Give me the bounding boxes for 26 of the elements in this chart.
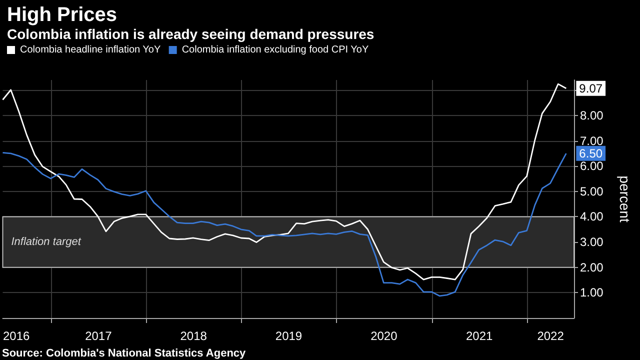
x-tick-label: 2016 <box>2 329 30 343</box>
line-series <box>2 152 567 297</box>
source-note: Source: Colombia's National Statistics Agency <box>2 348 247 360</box>
y-tick-label: 3.00 <box>580 235 604 250</box>
x-tick-label: 2018 <box>180 329 208 343</box>
y-tick-label: 8.00 <box>580 108 604 122</box>
y-tick-label: 4.00 <box>580 210 604 224</box>
legend-label: Colombia inflation excluding food CPI YoY <box>182 44 369 56</box>
y-tick-label: 1.00 <box>580 286 604 300</box>
y-axis-title: percent <box>617 176 633 222</box>
x-tick-label: 2020 <box>370 329 398 343</box>
band-label: Inflation target <box>11 236 82 248</box>
chart-subtitle: Colombia inflation is already seeing demand pressures <box>7 26 374 42</box>
chart-title: High Prices <box>7 4 118 26</box>
x-tick-label: 2022 <box>537 329 564 343</box>
data-label: 6.50 <box>579 146 603 160</box>
y-tick-label: 5.00 <box>580 184 604 198</box>
x-tick-label: 2017 <box>85 329 112 343</box>
y-tick-label: 2.00 <box>580 260 604 274</box>
y-tick-label: 6.00 <box>580 159 604 174</box>
data-label: 9.07 <box>579 81 603 96</box>
x-tick-label: 2021 <box>466 329 494 343</box>
legend-label: Colombia headline inflation YoY <box>20 44 161 56</box>
x-tick-label: 2019 <box>275 329 302 343</box>
line-series <box>2 83 567 280</box>
y-tick-label: 7.00 <box>580 134 604 148</box>
